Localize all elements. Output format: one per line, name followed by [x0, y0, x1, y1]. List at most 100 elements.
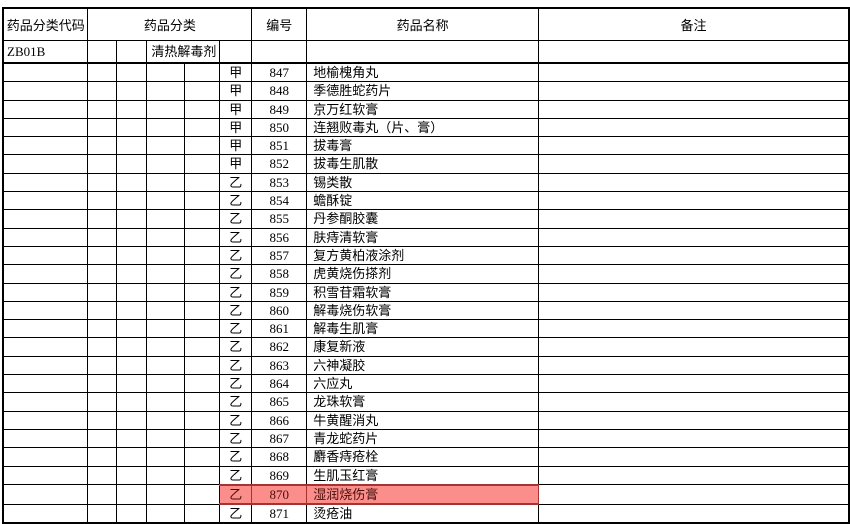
drug-name-cell: 地榆槐角丸 — [306, 62, 540, 83]
code-cell — [2, 374, 89, 394]
drug-name-cell: 六神凝胶 — [306, 355, 540, 376]
drug-name-cell: 蟾酥锭 — [306, 191, 540, 211]
category-level-cell — [116, 209, 148, 229]
category-level-cell — [87, 447, 118, 467]
number-cell: 869 — [251, 465, 308, 486]
code-cell — [2, 209, 89, 229]
category-level-cell — [116, 227, 148, 247]
number-cell: 867 — [251, 428, 308, 449]
drug-name-cell: 锡类散 — [306, 172, 540, 193]
category-name-cell: 清热解毒剂 — [146, 40, 221, 64]
category-level-cell — [184, 191, 221, 211]
category-level-cell — [184, 447, 221, 467]
code-cell — [2, 484, 89, 505]
category-level-cell — [146, 227, 186, 247]
category-level-cell — [116, 300, 148, 321]
table-row: 乙 858 虎黄烧伤搽剂 — [2, 264, 850, 284]
category-level-cell — [87, 428, 118, 449]
category-level-cell — [146, 62, 186, 83]
drug-name-cell: 积雪苷霜软膏 — [306, 282, 540, 302]
remark-cell — [538, 319, 850, 339]
category-level-cell — [146, 392, 186, 412]
tier-cell: 乙 — [219, 191, 253, 211]
category-level-cell — [87, 62, 118, 83]
category-level-cell — [116, 40, 148, 64]
category-level-cell — [184, 154, 221, 174]
table-row: 乙 871 烫疮油 — [2, 503, 850, 524]
number-cell: 862 — [251, 337, 308, 357]
tier-cell: 乙 — [219, 300, 253, 321]
tier-cell: 乙 — [219, 428, 253, 449]
category-level-cell — [184, 99, 221, 119]
category-level-cell — [146, 245, 186, 266]
tier-cell: 乙 — [219, 172, 253, 193]
remark-cell — [538, 428, 850, 449]
drug-name-cell: 解毒烧伤软膏 — [306, 300, 540, 321]
category-level-cell — [184, 245, 221, 266]
table-row: 乙 854 蟾酥锭 — [2, 191, 850, 211]
category-level-cell — [184, 264, 221, 284]
category-level-cell — [184, 337, 221, 357]
number-cell: 854 — [251, 191, 308, 211]
category-code-cell: ZB01B — [2, 40, 89, 64]
tier-cell: 甲 — [219, 81, 253, 101]
number-cell: 856 — [251, 227, 308, 247]
category-level-cell — [87, 374, 118, 394]
category-level-cell — [87, 392, 118, 412]
drug-name-cell: 京万红软膏 — [306, 99, 540, 119]
number-cell: 863 — [251, 355, 308, 376]
category-level-cell — [116, 245, 148, 266]
code-cell — [2, 319, 89, 339]
code-cell — [2, 136, 89, 156]
tier-cell: 乙 — [219, 264, 253, 284]
drug-name-cell: 康复新液 — [306, 337, 540, 357]
remark-cell — [538, 465, 850, 486]
drug-name-cell — [306, 40, 540, 64]
category-level-cell — [116, 191, 148, 211]
category-level-cell — [116, 428, 148, 449]
remark-cell — [538, 410, 850, 430]
table-row: 乙 860 解毒烧伤软膏 — [2, 300, 850, 321]
tier-cell: 乙 — [219, 465, 253, 486]
code-cell — [2, 245, 89, 266]
drug-name-cell: 龙珠软膏 — [306, 392, 540, 412]
number-cell: 847 — [251, 62, 308, 83]
number-cell: 861 — [251, 319, 308, 339]
category-level-cell — [87, 227, 118, 247]
category-level-cell — [116, 447, 148, 467]
table-row: 乙 865 龙珠软膏 — [2, 392, 850, 412]
category-level-cell — [87, 117, 118, 138]
code-cell — [2, 227, 89, 247]
header-drug-name: 药品名称 — [306, 7, 540, 41]
drug-name-cell: 季德胜蛇药片 — [306, 81, 540, 101]
category-level-cell — [87, 245, 118, 266]
category-level-cell — [184, 136, 221, 156]
drug-name-cell: 解毒生肌膏 — [306, 319, 540, 339]
drug-name-cell: 虎黄烧伤搽剂 — [306, 264, 540, 284]
table-row: 乙 856 肤痔清软膏 — [2, 227, 850, 247]
category-level-cell — [146, 484, 186, 505]
drug-name-cell: 牛黄醒消丸 — [306, 410, 540, 430]
remark-cell — [538, 355, 850, 376]
table-row: 甲 848 季德胜蛇药片 — [2, 81, 850, 101]
drug-name-cell: 连翘败毒丸（片、膏） — [306, 117, 540, 138]
tier-cell: 乙 — [219, 209, 253, 229]
category-level-cell — [146, 136, 186, 156]
remark-cell — [538, 245, 850, 266]
category-level-cell — [87, 337, 118, 357]
category-level-cell — [146, 503, 186, 524]
category-level-cell — [146, 447, 186, 467]
category-level-cell — [87, 503, 118, 524]
code-cell — [2, 117, 89, 138]
category-level-cell — [184, 392, 221, 412]
code-cell — [2, 172, 89, 193]
category-level-cell — [116, 264, 148, 284]
remark-cell — [538, 484, 850, 505]
tier-cell: 甲 — [219, 117, 253, 138]
tier-cell: 乙 — [219, 503, 253, 524]
code-cell — [2, 447, 89, 467]
category-level-cell — [146, 209, 186, 229]
remark-cell — [538, 191, 850, 211]
code-cell — [2, 428, 89, 449]
table-row: 乙 859 积雪苷霜软膏 — [2, 282, 850, 302]
